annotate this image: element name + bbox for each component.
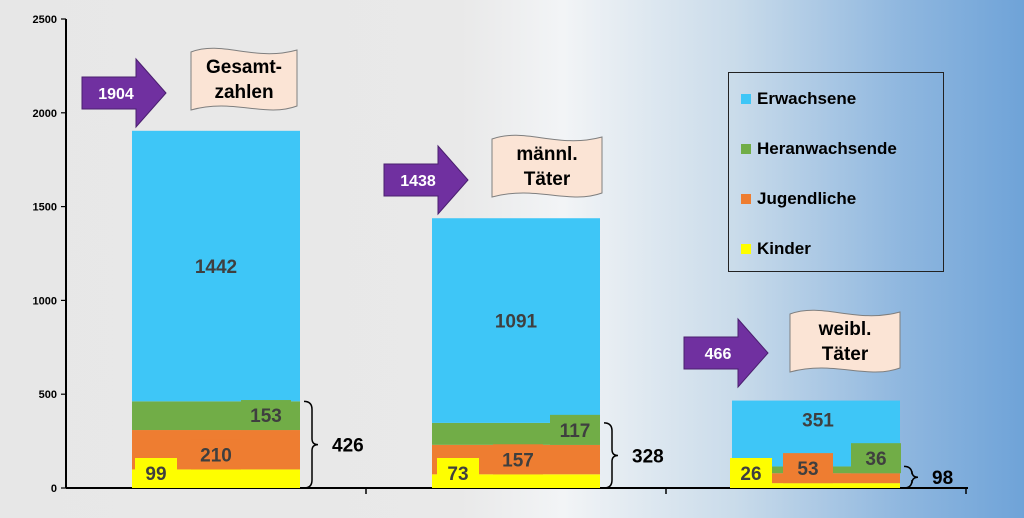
bracket-label: 426 — [332, 436, 364, 457]
legend-label: Kinder — [757, 239, 811, 258]
total-arrow — [383, 144, 469, 216]
data-label-box — [191, 439, 241, 470]
bracket — [603, 422, 619, 489]
bar-segment-erwachsene — [132, 130, 300, 402]
data-label: 53 — [797, 459, 818, 480]
banner-shape — [491, 134, 603, 198]
bracket — [903, 465, 919, 489]
legend-label: Jugendliche — [757, 189, 857, 208]
bracket — [303, 400, 319, 489]
banner-line-1: weibl. — [818, 319, 872, 340]
bracket-label: 328 — [632, 446, 664, 467]
y-tick-label: 0 — [51, 483, 57, 495]
data-label: 26 — [740, 464, 761, 485]
data-label-box — [783, 453, 833, 484]
data-label: 36 — [865, 449, 886, 470]
legend-swatch-heranwachsende — [741, 144, 751, 154]
banner-line-2: zahlen — [214, 82, 273, 103]
data-label: 1442 — [195, 257, 237, 278]
data-label-box — [135, 458, 177, 488]
data-label-box — [730, 458, 772, 488]
banner-line-1: Gesamt- — [206, 57, 282, 78]
data-label: 351 — [802, 411, 834, 432]
data-label: 99 — [145, 464, 166, 485]
y-tick-label: 500 — [39, 389, 57, 401]
data-label: 157 — [502, 450, 534, 471]
banner-shape — [789, 309, 901, 373]
y-tick-label: 2500 — [33, 14, 57, 26]
y-tick-label: 1000 — [33, 295, 57, 307]
total-label: 1904 — [98, 86, 134, 103]
legend-swatch-kinder — [741, 244, 751, 254]
banner-line-2: Täter — [822, 344, 869, 365]
banner-shape — [190, 47, 298, 111]
legend: Erwachsene Heranwachsende Jugendliche Ki… — [728, 72, 944, 272]
banner-line-1: männl. — [516, 144, 577, 165]
data-label: 1091 — [495, 312, 538, 333]
legend-label: Erwachsene — [757, 89, 857, 108]
total-label: 1438 — [400, 173, 436, 190]
legend-item-jugendliche: Jugendliche — [741, 189, 856, 209]
y-tick-label: 1500 — [33, 202, 57, 214]
total-label: 466 — [705, 346, 732, 363]
legend-label: Heranwachsende — [757, 139, 897, 158]
legend-item-heranwachsende: Heranwachsende — [741, 139, 897, 159]
data-label: 210 — [200, 445, 232, 466]
total-arrow — [683, 317, 769, 389]
bracket-label: 98 — [932, 468, 953, 489]
data-label-box — [437, 458, 479, 488]
bar-segment-kinder — [732, 483, 900, 488]
data-label-box — [493, 444, 543, 475]
total-arrow — [81, 57, 167, 129]
legend-swatch-erwachsene — [741, 94, 751, 104]
legend-item-erwachsene: Erwachsene — [741, 89, 856, 109]
data-label-box — [550, 414, 600, 445]
banner-line-2: Täter — [524, 169, 571, 190]
data-label-box — [851, 443, 901, 474]
y-tick-label: 2000 — [33, 108, 57, 120]
data-label: 117 — [560, 421, 591, 442]
legend-swatch-jugendliche — [741, 194, 751, 204]
legend-item-kinder: Kinder — [741, 239, 811, 259]
data-label-box — [241, 400, 291, 431]
data-label: 153 — [250, 406, 282, 427]
bar-segment-erwachsene — [432, 218, 600, 423]
data-label: 73 — [447, 464, 468, 485]
